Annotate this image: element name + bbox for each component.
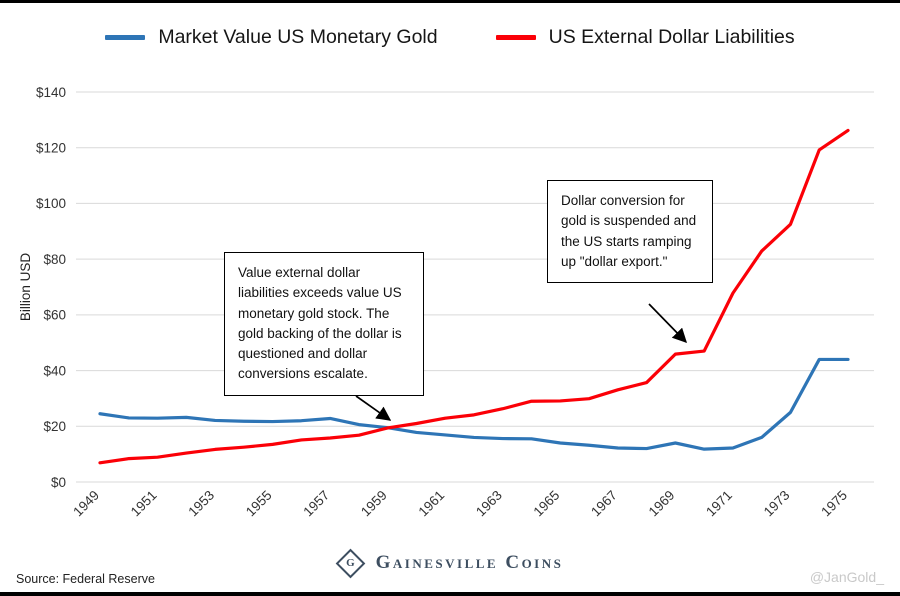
logo-diamond-icon: G bbox=[335, 548, 366, 578]
svg-text:1975: 1975 bbox=[818, 488, 850, 520]
legend-label-liabilities: US External Dollar Liabilities bbox=[548, 26, 795, 48]
svg-text:$40: $40 bbox=[43, 363, 66, 378]
logo-wordmark: Gainesville Coins bbox=[375, 552, 564, 573]
svg-text:$120: $120 bbox=[36, 141, 66, 156]
svg-text:1961: 1961 bbox=[415, 488, 447, 520]
svg-text:1955: 1955 bbox=[243, 488, 275, 520]
svg-text:1973: 1973 bbox=[761, 488, 793, 520]
svg-text:$20: $20 bbox=[43, 419, 66, 434]
svg-text:1951: 1951 bbox=[128, 488, 160, 520]
svg-text:$140: $140 bbox=[36, 85, 66, 100]
twitter-handle: @JanGold_ bbox=[809, 569, 884, 585]
svg-text:$100: $100 bbox=[36, 196, 66, 211]
logo-monogram: G bbox=[346, 556, 355, 569]
legend-label-gold: Market Value US Monetary Gold bbox=[158, 26, 438, 48]
svg-text:$60: $60 bbox=[43, 308, 66, 323]
top-border bbox=[0, 0, 900, 3]
svg-text:1959: 1959 bbox=[358, 488, 390, 520]
gainesville-coins-logo: G Gainesville Coins bbox=[0, 548, 900, 578]
svg-text:$0: $0 bbox=[51, 475, 66, 490]
bottom-border bbox=[0, 592, 900, 596]
svg-text:1965: 1965 bbox=[531, 488, 563, 520]
svg-text:1953: 1953 bbox=[185, 488, 217, 520]
svg-text:1971: 1971 bbox=[703, 488, 735, 520]
legend: Market Value US Monetary Gold US Externa… bbox=[0, 26, 900, 49]
legend-swatch-red-icon bbox=[495, 35, 536, 40]
legend-item-gold: Market Value US Monetary Gold bbox=[105, 26, 438, 49]
source-label: Source: Federal Reserve bbox=[16, 572, 155, 586]
line-chart: $0 $20 $40 $60 $80 $100 $120 $140 1949 1951 1953 19… bbox=[36, 85, 874, 520]
annotation-crossing: Value external dollar liabilities exceed… bbox=[224, 252, 424, 396]
logo-diamond-shape: G bbox=[335, 548, 366, 578]
svg-text:1957: 1957 bbox=[300, 488, 332, 520]
svg-text:1949: 1949 bbox=[70, 488, 102, 520]
legend-item-liabilities: US External Dollar Liabilities bbox=[495, 26, 795, 49]
svg-text:1969: 1969 bbox=[646, 488, 678, 520]
annotation-gold-suspension: Dollar conversion for gold is suspended … bbox=[547, 180, 713, 283]
svg-text:$80: $80 bbox=[43, 252, 66, 267]
svg-text:1967: 1967 bbox=[588, 488, 620, 520]
svg-text:1963: 1963 bbox=[473, 488, 505, 520]
legend-swatch-blue-icon bbox=[105, 35, 146, 40]
